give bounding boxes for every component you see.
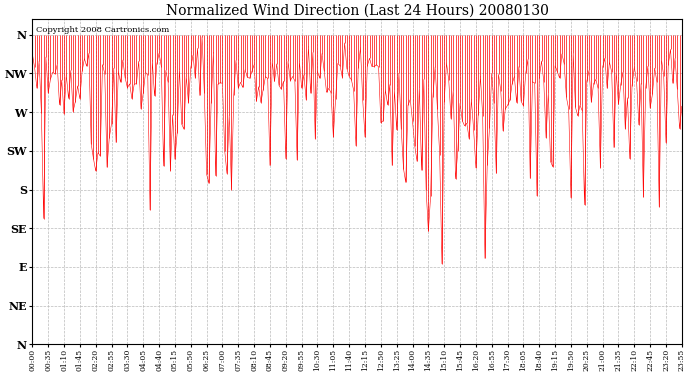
Title: Normalized Wind Direction (Last 24 Hours) 20080130: Normalized Wind Direction (Last 24 Hours… [166, 4, 549, 18]
Text: Copyright 2008 Cartronics.com: Copyright 2008 Cartronics.com [36, 26, 169, 34]
